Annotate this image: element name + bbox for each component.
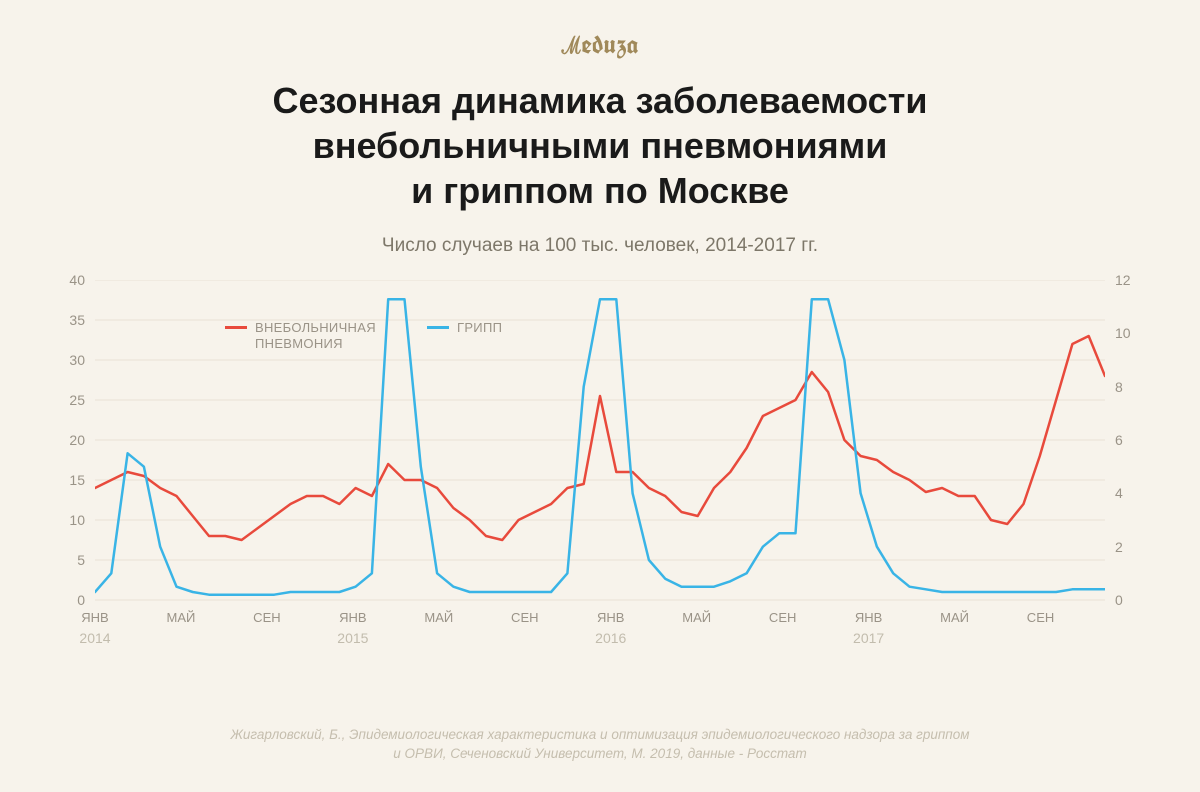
x-month-tick: МАЙ xyxy=(424,610,453,625)
y-right-tick: 4 xyxy=(1115,485,1145,501)
y-left-tick: 15 xyxy=(55,472,85,488)
legend-label: ГРИПП xyxy=(457,320,502,336)
y-left-tick: 10 xyxy=(55,512,85,528)
brand-logo: ℳeduza xyxy=(0,0,1200,62)
y-left-tick: 5 xyxy=(55,552,85,568)
source-line: Жигарловский, Б., Эпидемиологическая хар… xyxy=(231,727,970,742)
y-left-tick: 25 xyxy=(55,392,85,408)
legend-swatch xyxy=(225,326,247,329)
y-left-tick: 20 xyxy=(55,432,85,448)
legend-swatch xyxy=(427,326,449,329)
y-right-tick: 8 xyxy=(1115,379,1145,395)
y-left-tick: 35 xyxy=(55,312,85,328)
x-month-tick: МАЙ xyxy=(167,610,196,625)
x-year-label: 2015 xyxy=(337,630,368,646)
legend-label: ВНЕБОЛЬНИЧНАЯ ПНЕВМОНИЯ xyxy=(255,320,405,353)
title-line: Сезонная динамика заболеваемости xyxy=(273,80,928,121)
legend: ВНЕБОЛЬНИЧНАЯ ПНЕВМОНИЯ ГРИПП xyxy=(225,320,502,353)
x-year-label: 2014 xyxy=(79,630,110,646)
x-month-tick: МАЙ xyxy=(940,610,969,625)
chart-area: ВНЕБОЛЬНИЧНАЯ ПНЕВМОНИЯ ГРИПП 0510152025… xyxy=(95,280,1105,640)
y-right-tick: 2 xyxy=(1115,539,1145,555)
y-right-tick: 12 xyxy=(1115,272,1145,288)
y-right-tick: 10 xyxy=(1115,325,1145,341)
x-month-tick: ЯНВ xyxy=(597,610,624,625)
legend-item-pneumonia: ВНЕБОЛЬНИЧНАЯ ПНЕВМОНИЯ xyxy=(225,320,405,353)
x-month-tick: СЕН xyxy=(253,610,280,625)
y-right-tick: 6 xyxy=(1115,432,1145,448)
x-month-tick: СЕН xyxy=(511,610,538,625)
x-month-tick: ЯНВ xyxy=(339,610,366,625)
x-year-label: 2016 xyxy=(595,630,626,646)
x-month-tick: МАЙ xyxy=(682,610,711,625)
x-month-tick: СЕН xyxy=(1027,610,1054,625)
x-month-tick: ЯНВ xyxy=(855,610,882,625)
x-month-tick: ЯНВ xyxy=(81,610,108,625)
x-year-label: 2017 xyxy=(853,630,884,646)
title-line: внебольничными пневмониями xyxy=(313,125,888,166)
y-left-tick: 30 xyxy=(55,352,85,368)
chart-subtitle: Число случаев на 100 тыс. человек, 2014-… xyxy=(0,213,1200,257)
chart-title: Сезонная динамика заболеваемости внеболь… xyxy=(0,62,1200,213)
source-citation: Жигарловский, Б., Эпидемиологическая хар… xyxy=(0,725,1200,764)
x-month-tick: СЕН xyxy=(769,610,796,625)
title-line: и гриппом по Москве xyxy=(411,170,789,211)
y-left-tick: 40 xyxy=(55,272,85,288)
y-left-tick: 0 xyxy=(55,592,85,608)
source-line: и ОРВИ, Сеченовский Университет, М. 2019… xyxy=(393,746,806,761)
legend-item-gripp: ГРИПП xyxy=(427,320,502,336)
y-right-tick: 0 xyxy=(1115,592,1145,608)
